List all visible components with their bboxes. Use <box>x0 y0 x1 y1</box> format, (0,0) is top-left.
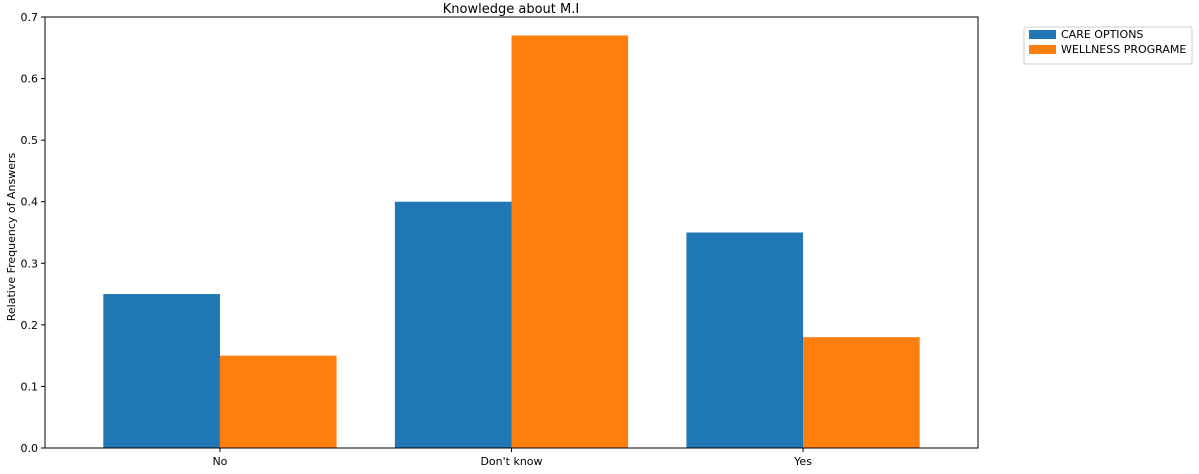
legend-label-wellness-programe: WELLNESS PROGRAME <box>1061 43 1186 56</box>
legend-swatch-wellness-programe <box>1029 45 1056 54</box>
legend-swatch-care-options <box>1029 30 1056 39</box>
y-tick-label: 0.6 <box>21 73 39 86</box>
x-tick-label: No <box>212 455 227 468</box>
bar-care-options-don-t-know <box>394 201 512 448</box>
y-axis-label: Relative Frequency of Answers <box>5 152 18 321</box>
bars-group <box>103 35 920 448</box>
legend: CARE OPTIONS WELLNESS PROGRAME <box>1023 26 1193 65</box>
bar-wellness-programe-yes <box>803 337 920 448</box>
bar-care-options-no <box>103 294 220 448</box>
y-tick-label: 0.0 <box>21 442 39 455</box>
y-tick-label: 0.3 <box>21 257 39 270</box>
y-tick-label: 0.1 <box>21 380 39 393</box>
y-tick-label: 0.5 <box>21 134 39 147</box>
y-tick-label: 0.2 <box>21 319 39 332</box>
legend-label-care-options: CARE OPTIONS <box>1061 28 1143 41</box>
legend-frame <box>1023 26 1193 65</box>
y-axis: 0.0 0.1 0.2 0.3 0.4 0.5 0.6 0.7 <box>21 11 45 455</box>
x-tick-label: Yes <box>793 455 812 468</box>
chart-title: Knowledge about M.I <box>443 2 579 17</box>
y-tick-label: 0.7 <box>21 11 39 24</box>
x-axis: No Don't know Yes <box>212 448 812 468</box>
bar-care-options-yes <box>686 232 804 448</box>
bar-wellness-programe-don-t-know <box>511 35 629 448</box>
bar-wellness-programe-no <box>219 355 337 448</box>
y-tick-label: 0.4 <box>21 196 39 209</box>
x-tick-label: Don't know <box>480 455 542 468</box>
